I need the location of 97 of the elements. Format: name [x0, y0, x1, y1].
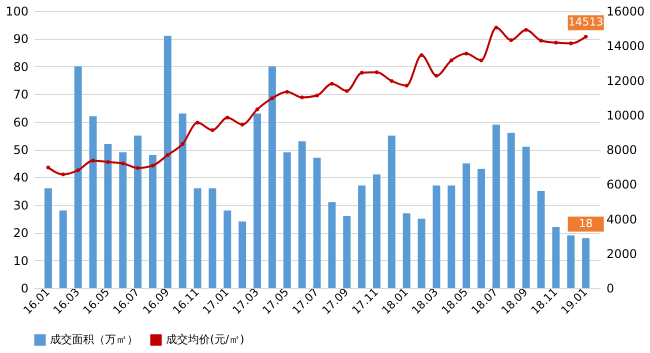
y2-tick-label: 6000	[606, 178, 638, 192]
point	[150, 164, 155, 168]
point	[584, 34, 588, 39]
y-tick-label: 30	[13, 198, 28, 212]
y2-tick-label: 2000	[606, 246, 638, 261]
bar	[582, 238, 590, 288]
y2-tick-label: 0	[606, 282, 614, 296]
point	[166, 153, 170, 157]
bar	[373, 174, 380, 288]
bar	[462, 163, 470, 288]
y2-tick-label: 10000	[606, 108, 645, 122]
point	[91, 158, 95, 162]
legend-label: 成交面积（万㎡）	[50, 333, 138, 346]
bar	[59, 210, 67, 288]
y2-tick-label: 4000	[606, 212, 638, 226]
point	[46, 166, 50, 170]
point	[374, 70, 379, 74]
point	[300, 96, 304, 100]
point	[450, 58, 454, 62]
bar	[358, 186, 366, 288]
y2-tick-label: 12000	[606, 74, 645, 88]
point	[539, 38, 543, 42]
bar	[432, 186, 440, 288]
bar	[164, 36, 172, 288]
bar	[343, 216, 351, 288]
bar	[268, 66, 276, 288]
point	[569, 42, 573, 46]
bar	[178, 113, 186, 288]
y-tick-label: 50	[13, 143, 28, 157]
bar	[238, 222, 246, 288]
bar	[74, 66, 82, 288]
point	[106, 160, 110, 164]
y-tick-label: 100	[6, 4, 28, 18]
y-tick-label: 10	[13, 254, 28, 268]
bar	[254, 113, 261, 288]
bar	[104, 144, 112, 288]
bar	[298, 141, 306, 288]
bar	[522, 146, 530, 288]
point	[136, 166, 140, 170]
point	[524, 28, 528, 32]
bar	[119, 152, 127, 288]
point	[61, 172, 65, 176]
bar	[507, 132, 515, 288]
bar	[134, 136, 142, 288]
bar	[148, 155, 156, 288]
y2-tick-label: 14000	[606, 39, 645, 54]
point	[479, 58, 484, 62]
point	[360, 70, 364, 75]
point	[120, 161, 125, 166]
y-tick-label: 60	[13, 115, 28, 130]
point	[420, 53, 424, 58]
bar	[537, 191, 545, 288]
bar	[194, 188, 202, 288]
point	[210, 128, 214, 132]
bar	[478, 168, 486, 288]
point	[270, 96, 274, 100]
y-tick-label: 70	[13, 88, 28, 102]
point	[315, 94, 319, 98]
point	[509, 38, 514, 42]
point	[226, 116, 230, 120]
point	[196, 120, 200, 125]
bar	[402, 213, 410, 288]
y-tick-label: 80	[13, 60, 28, 74]
bar	[552, 227, 560, 288]
bar	[283, 152, 291, 288]
point	[76, 168, 80, 172]
y-tick-label: 90	[13, 32, 28, 46]
legend-label: 成交均价(元/㎡)	[166, 333, 244, 346]
bar	[313, 158, 321, 288]
data-label: 14513	[568, 16, 604, 29]
point	[464, 52, 468, 56]
data-label: 18	[578, 217, 593, 230]
point	[180, 142, 184, 146]
bar	[208, 188, 216, 288]
point	[255, 107, 260, 112]
point	[390, 79, 394, 83]
point	[285, 90, 290, 94]
point	[554, 40, 558, 45]
point	[434, 74, 438, 78]
point	[494, 26, 498, 30]
y2-tick-label: 16000	[606, 4, 645, 18]
bar	[567, 235, 575, 288]
y2-tick-label: 8000	[606, 143, 638, 157]
bar	[224, 210, 232, 288]
bar	[388, 136, 396, 288]
bar	[328, 202, 336, 288]
bar	[44, 188, 52, 288]
y-tick-label: 20	[13, 226, 28, 240]
point	[240, 122, 244, 126]
y-tick-label: 40	[13, 170, 28, 185]
point	[330, 82, 334, 86]
point	[404, 84, 408, 88]
bar	[418, 218, 426, 288]
point	[344, 89, 349, 93]
bar	[448, 186, 456, 288]
bar	[89, 116, 97, 288]
bar	[492, 124, 500, 288]
